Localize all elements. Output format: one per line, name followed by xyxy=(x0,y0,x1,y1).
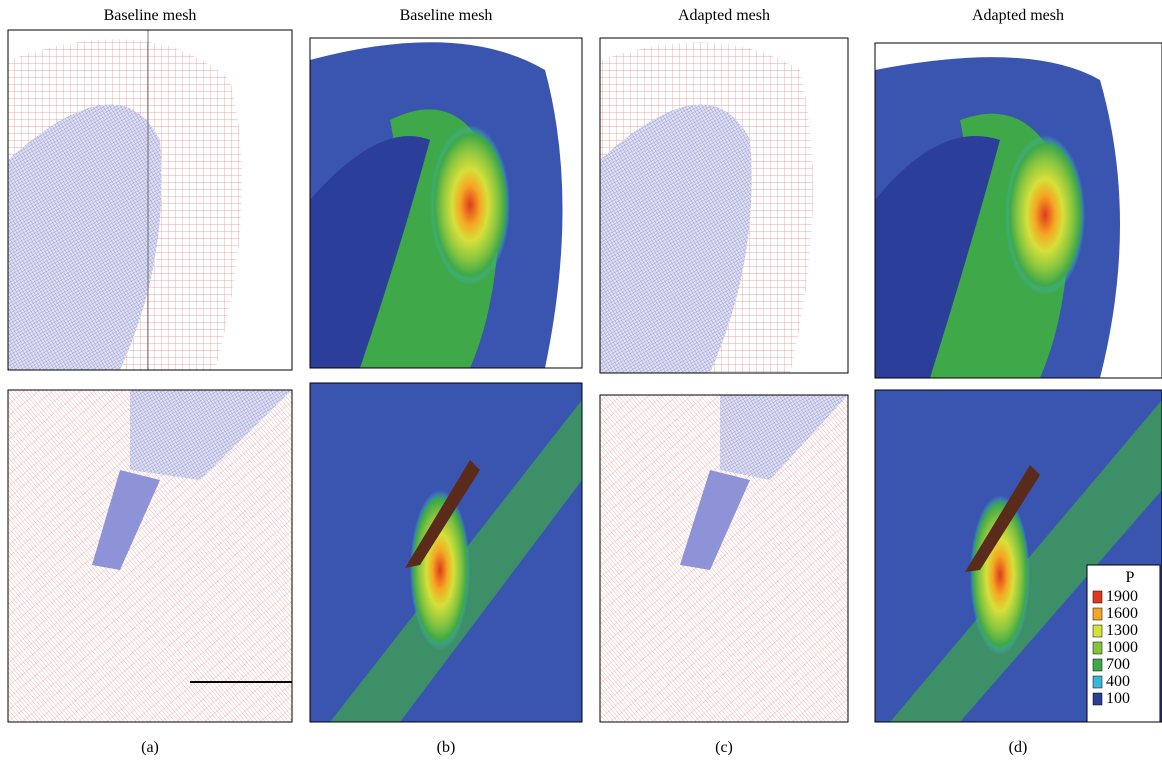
legend-label: 400 xyxy=(1106,673,1130,690)
mesh-image xyxy=(600,42,813,373)
figure: P 1900160013001000700400100 Baseline mes… xyxy=(0,0,1162,769)
legend-swatch xyxy=(1093,642,1102,654)
legend-label: 1000 xyxy=(1106,639,1138,656)
panel-caption: (a) xyxy=(141,739,159,756)
contour-image xyxy=(875,43,1162,378)
mesh-image xyxy=(600,395,848,722)
panel-title: Adapted mesh xyxy=(678,7,770,24)
legend-swatch xyxy=(1093,693,1102,705)
panel-caption: (d) xyxy=(1009,739,1028,756)
mesh-image xyxy=(8,390,292,722)
legend-swatch xyxy=(1093,608,1102,620)
contour-image xyxy=(310,383,582,722)
legend-label: 1900 xyxy=(1106,588,1138,605)
legend-swatch xyxy=(1093,659,1102,671)
legend-label: 1600 xyxy=(1106,605,1138,622)
panel-title: Adapted mesh xyxy=(972,7,1064,24)
contour-image xyxy=(310,38,582,368)
legend-title: P xyxy=(1126,569,1135,586)
legend-label: 700 xyxy=(1106,656,1130,673)
panel-title: Baseline mesh xyxy=(104,7,197,24)
legend-label: 1300 xyxy=(1106,622,1138,639)
legend-swatch xyxy=(1093,591,1102,603)
legend-swatch xyxy=(1093,625,1102,637)
panel-caption: (c) xyxy=(715,739,733,756)
legend-label: 100 xyxy=(1106,690,1130,707)
legend-swatch xyxy=(1093,676,1102,688)
panel-title: Baseline mesh xyxy=(400,7,493,24)
mesh-image xyxy=(8,30,242,370)
panel-caption: (b) xyxy=(437,739,456,756)
